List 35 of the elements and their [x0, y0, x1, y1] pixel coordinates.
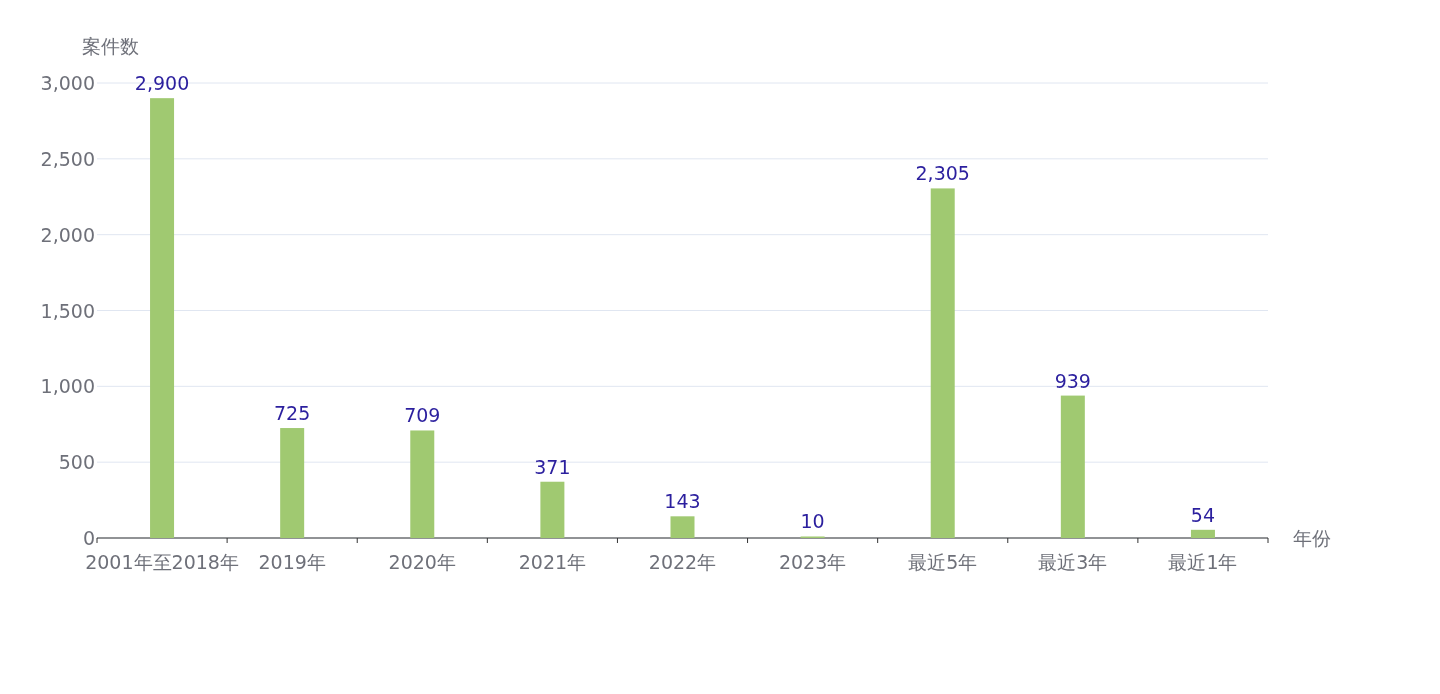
- bar: [930, 188, 955, 538]
- x-axis-title: 年份: [1293, 527, 1331, 549]
- x-tick-label: 最近5年: [908, 551, 978, 573]
- data-label: 54: [1190, 503, 1216, 526]
- bar: [150, 98, 175, 538]
- y-tick-label: 1,000: [40, 375, 95, 398]
- x-tick-label: 最近1年: [1168, 551, 1238, 573]
- x-tick-label: 2021年: [518, 551, 587, 573]
- data-label: 709: [404, 404, 441, 427]
- y-tick-label: 1,500: [40, 299, 95, 322]
- data-label: 10: [800, 510, 825, 533]
- data-label: 143: [664, 490, 701, 513]
- x-tick-label: 2023年: [778, 551, 847, 573]
- bar: [1060, 395, 1085, 538]
- x-tick-label: 2019年: [258, 551, 326, 573]
- x-tick-label: 2022年: [648, 551, 717, 573]
- y-axis-title: 案件数: [81, 35, 139, 57]
- data-label: 939: [1054, 369, 1091, 392]
- bar: [540, 481, 565, 538]
- x-tick-label: 最近3年: [1038, 551, 1108, 573]
- bar: [1190, 529, 1215, 538]
- x-tick-label: 2001年至2018年: [85, 551, 239, 573]
- y-tick-label: 0: [82, 527, 95, 549]
- y-tick-label: 2,000: [40, 223, 95, 246]
- bar: [280, 428, 305, 538]
- data-label: 2,900: [134, 72, 190, 95]
- bar: [410, 430, 435, 538]
- data-label: 725: [274, 402, 311, 425]
- data-label: 371: [534, 455, 571, 478]
- x-tick-label: 2020年: [388, 551, 456, 573]
- data-label: 2,305: [915, 162, 970, 185]
- y-tick-label: 2,500: [40, 147, 95, 170]
- bar: [670, 516, 695, 538]
- y-tick-label: 500: [58, 451, 95, 474]
- y-tick-label: 3,000: [40, 72, 95, 94]
